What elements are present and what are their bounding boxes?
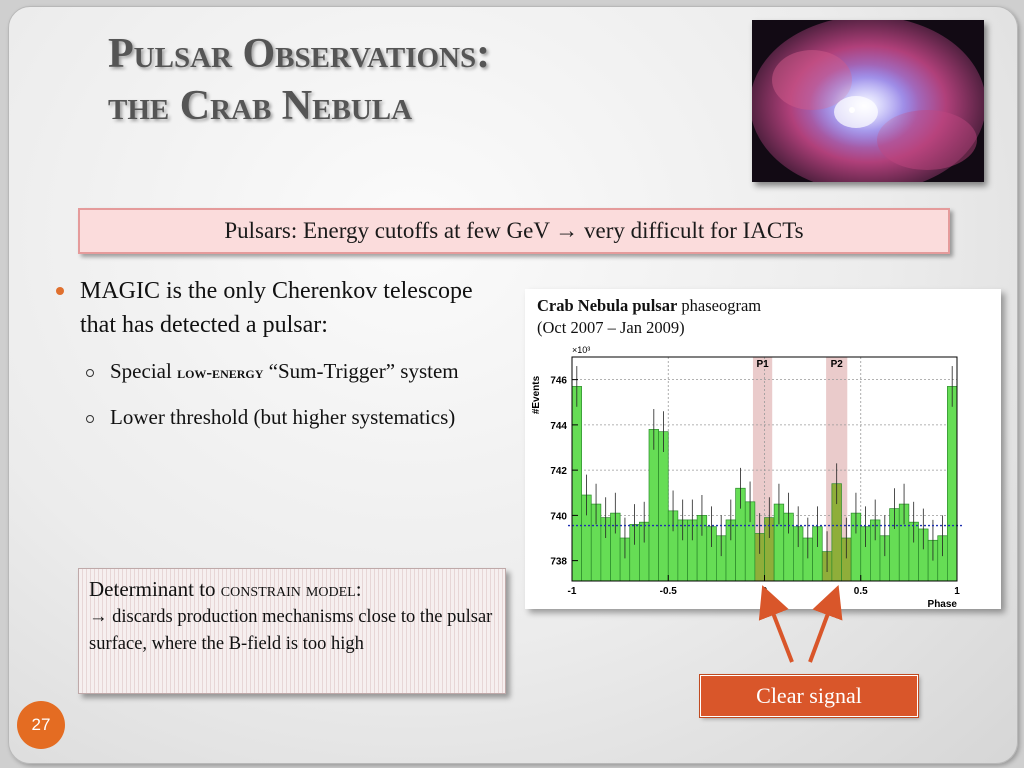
title-line-1: Pulsar Observations: <box>108 31 491 77</box>
x-axis-label: Phase <box>928 599 958 609</box>
bullet-list: MAGIC is the only Cherenkov telescope th… <box>56 274 506 432</box>
det-colon: : <box>355 577 362 601</box>
y-tick-label: 746 <box>550 376 567 387</box>
y-tick-label: 740 <box>550 511 567 522</box>
bullet-dot-icon <box>56 287 64 295</box>
det-rest: discards production mechanisms close to … <box>89 607 493 654</box>
y-multiplier-label: ×10³ <box>572 345 590 355</box>
det-small-caps: constrain model <box>220 579 356 601</box>
sub-bullet-sum-trigger: Special low-energy “Sum-Trigger” system <box>56 356 506 388</box>
bullet-main-text: MAGIC is the only Cherenkov telescope th… <box>80 278 473 338</box>
page-number-badge: 27 <box>17 701 65 749</box>
determinant-body: → discards production mechanisms close t… <box>89 604 495 658</box>
peak-label-p1: P1 <box>756 359 769 370</box>
caption-dates: (Oct 2007 – Jan 2009) <box>537 318 685 337</box>
x-tick-label: 0.5 <box>854 586 868 597</box>
crab-nebula-photo-icon <box>752 20 984 182</box>
clear-signal-label: Clear signal <box>700 675 918 717</box>
right-arrow-icon: → <box>89 607 108 627</box>
caption-bold: Crab Nebula pulsar <box>537 296 678 315</box>
bullet-item-magic: MAGIC is the only Cherenkov telescope th… <box>56 274 506 342</box>
phaseogram-card: Crab Nebula pulsar phaseogram (Oct 2007 … <box>525 289 1001 609</box>
y-axis-label: #Events <box>531 375 542 414</box>
sub1-suffix: “Sum-Trigger” system <box>263 359 459 383</box>
x-tick-label: 1 <box>954 586 960 597</box>
banner-text: Pulsars: Energy cutoffs at few GeV → ver… <box>224 218 804 243</box>
sub-bullet-circle-icon <box>86 369 94 377</box>
slide-title: Pulsar Observations: the Crab Nebula <box>108 28 668 132</box>
x-tick-label: -0.5 <box>660 586 678 597</box>
title-line-2: the Crab Nebula <box>108 83 413 129</box>
determinant-heading: Determinant to constrain model: <box>89 575 495 604</box>
sub-bullet-circle-icon <box>86 415 94 423</box>
peak-label-p2: P2 <box>831 359 844 370</box>
histogram-bar <box>947 386 958 582</box>
determinant-box: Determinant to constrain model: → discar… <box>78 568 506 694</box>
y-tick-label: 742 <box>550 466 567 477</box>
histogram-bar <box>571 386 582 582</box>
y-tick-label: 738 <box>550 557 567 568</box>
clear-signal-text: Clear signal <box>756 683 862 708</box>
x-tick-label: -1 <box>568 586 577 597</box>
sub2-text: Lower threshold (but higher systematics) <box>110 405 456 429</box>
det-prefix: Determinant to <box>89 577 221 601</box>
energy-cutoff-banner: Pulsars: Energy cutoffs at few GeV → ver… <box>78 208 950 254</box>
sub1-small-caps: low-energy <box>177 363 264 382</box>
y-tick-label: 744 <box>550 421 567 432</box>
x-tick-label: 0 <box>762 586 768 597</box>
sub-bullet-threshold: Lower threshold (but higher systematics) <box>56 402 506 432</box>
page-number: 27 <box>31 715 51 734</box>
chart-caption: Crab Nebula pulsar phaseogram (Oct 2007 … <box>537 295 761 339</box>
sub1-prefix: Special <box>110 359 178 383</box>
crab-nebula-image <box>752 20 984 182</box>
caption-rest: phaseogram <box>677 296 762 315</box>
histogram-bar <box>648 429 659 582</box>
histogram-bar <box>658 431 669 582</box>
phaseogram-chart: -1 -0.5 0 0.5 1 738 740 742 744 746 Phase #Events ×1… <box>531 345 963 609</box>
